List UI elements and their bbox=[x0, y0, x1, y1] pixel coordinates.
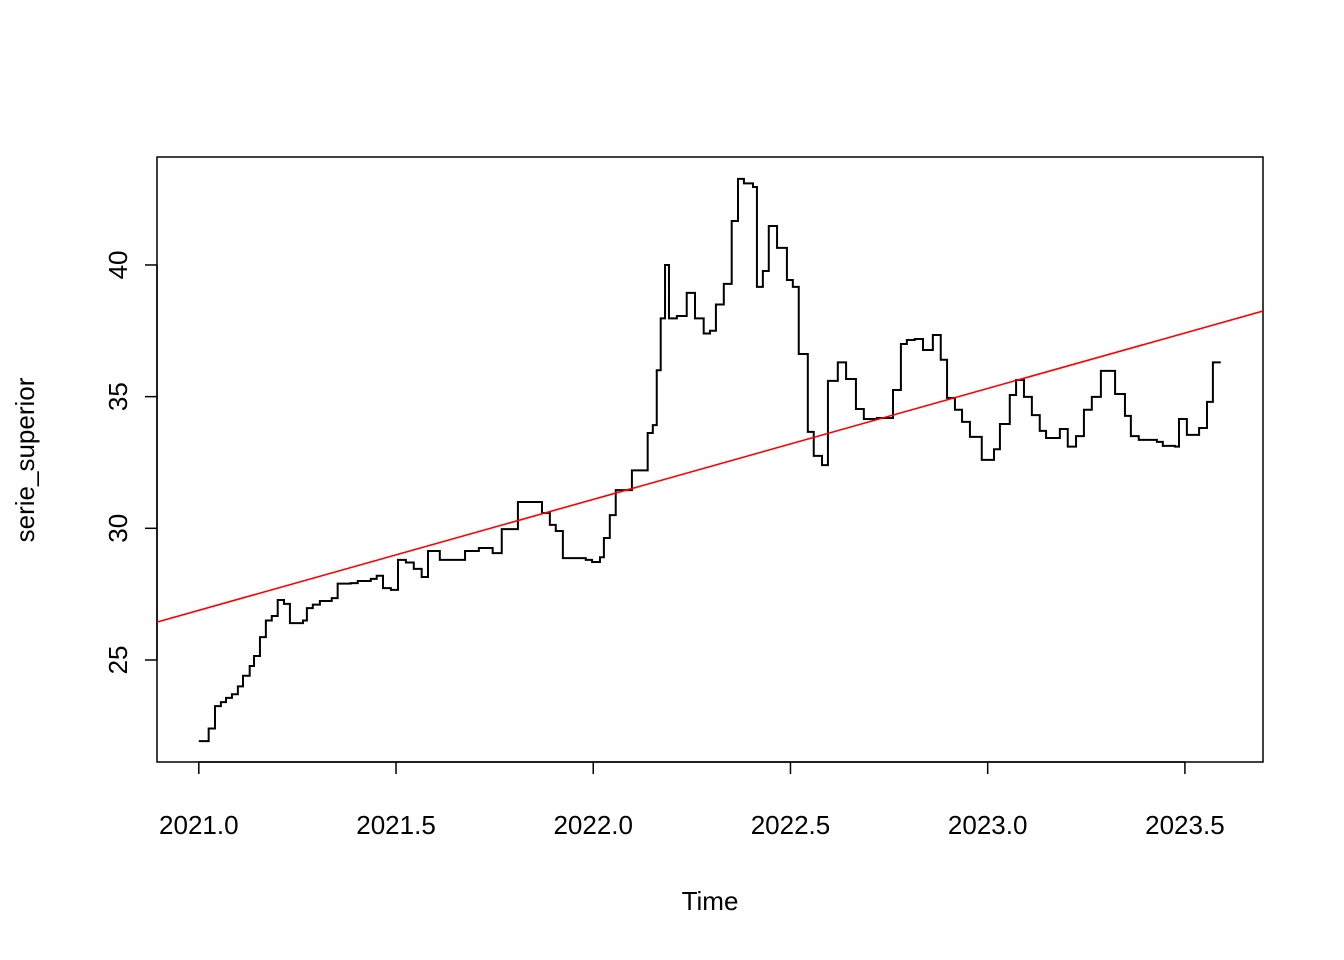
y-tick-label: 30 bbox=[103, 514, 133, 543]
y-tick-label: 40 bbox=[103, 251, 133, 280]
x-tick-label: 2021.0 bbox=[159, 810, 239, 840]
x-tick-label: 2022.0 bbox=[553, 810, 633, 840]
x-tick-label: 2022.5 bbox=[751, 810, 831, 840]
y-tick-label: 35 bbox=[103, 382, 133, 411]
x-tick-label: 2021.5 bbox=[356, 810, 436, 840]
x-axis-label: Time bbox=[682, 886, 739, 916]
plot-frame bbox=[156, 156, 1264, 763]
y-tick-label: 25 bbox=[103, 646, 133, 675]
step-line bbox=[198, 177, 1221, 743]
y-axis-label: serie_superior bbox=[10, 377, 40, 542]
trend-line bbox=[157, 310, 1263, 623]
x-tick-label: 2023.5 bbox=[1145, 810, 1225, 840]
x-tick-label: 2023.0 bbox=[948, 810, 1028, 840]
